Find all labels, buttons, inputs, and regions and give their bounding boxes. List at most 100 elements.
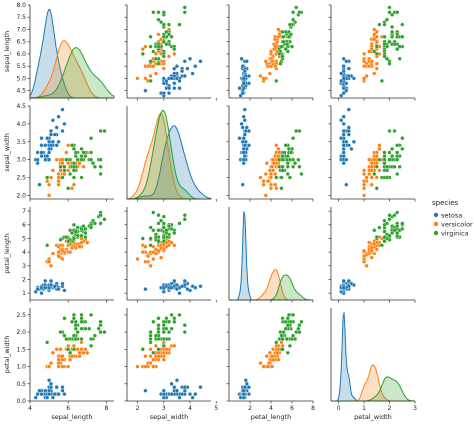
point-virginica [73, 326, 78, 331]
x-tick-label: 5 [214, 405, 218, 412]
legend-label-setosa: setosa [441, 212, 462, 220]
point-setosa [43, 285, 48, 290]
point-virginica [280, 168, 285, 173]
point-virginica [66, 347, 71, 352]
point-setosa [341, 128, 346, 134]
point-versicolor [151, 250, 156, 255]
panel-sepal_length-vs-sepal_length: 4.5 5.0 5.5 6.0 6.5 7.0 7.5 8.0 sepal_length [3, 2, 115, 101]
point-versicolor [66, 364, 71, 369]
point-versicolor [267, 350, 272, 355]
point-versicolor [45, 179, 50, 184]
point-virginica [387, 157, 392, 162]
point-virginica [172, 316, 177, 321]
point-setosa [164, 78, 169, 83]
point-versicolor [145, 254, 151, 259]
point-versicolor [54, 157, 59, 162]
point-virginica [148, 330, 153, 335]
point-setosa [174, 76, 179, 81]
point-virginica [73, 154, 78, 159]
point-versicolor [85, 240, 90, 245]
point-virginica [98, 128, 103, 134]
point-versicolor [270, 59, 275, 64]
point-setosa [177, 395, 182, 400]
point-versicolor [369, 248, 374, 253]
point-setosa [174, 282, 179, 288]
point-setosa [182, 385, 187, 390]
point-virginica [71, 164, 76, 169]
point-virginica [151, 228, 156, 233]
point-virginica [382, 154, 387, 159]
point-virginica [62, 164, 67, 169]
panel-sepal_length-vs-sepal_width [124, 4, 217, 101]
point-virginica [89, 157, 94, 162]
point-versicolor [47, 182, 52, 187]
point-virginica [400, 226, 405, 231]
point-versicolor [362, 248, 367, 253]
panel-petal_length-vs-sepal_width [124, 207, 217, 303]
point-setosa [172, 278, 177, 283]
point-versicolor [369, 255, 374, 260]
point-versicolor [71, 182, 76, 187]
point-virginica [83, 326, 88, 331]
point-virginica [92, 164, 97, 169]
point-versicolor [75, 347, 80, 352]
point-setosa [244, 125, 249, 130]
point-versicolor [68, 357, 73, 362]
point-virginica [296, 157, 301, 162]
point-setosa [52, 132, 57, 137]
point-setosa [241, 161, 246, 166]
point-virginica [161, 34, 166, 39]
point-virginica [182, 5, 187, 10]
point-virginica [291, 312, 296, 317]
point-versicolor [276, 154, 281, 159]
point-versicolor [275, 350, 280, 355]
panel-sepal_length-vs-petal_width [328, 4, 416, 101]
point-virginica [79, 319, 84, 324]
x-tick-label: 3 [162, 405, 166, 412]
point-versicolor [153, 71, 158, 76]
point-virginica [287, 22, 292, 27]
point-virginica [64, 235, 69, 240]
y-tick-label: 1.5 [16, 346, 26, 353]
point-setosa [172, 86, 177, 91]
point-versicolor [270, 354, 275, 359]
point-virginica [140, 347, 145, 352]
point-versicolor [374, 39, 379, 44]
point-versicolor [156, 354, 161, 359]
point-virginica [390, 12, 395, 17]
point-setosa [346, 73, 351, 79]
point-virginica [69, 230, 75, 236]
point-setosa [190, 71, 195, 76]
point-versicolor [274, 186, 279, 191]
point-virginica [280, 157, 285, 162]
point-setosa [43, 278, 48, 283]
point-virginica [374, 164, 379, 169]
point-setosa [143, 388, 148, 393]
point-versicolor [362, 193, 367, 198]
point-versicolor [374, 175, 379, 180]
point-versicolor [79, 347, 84, 352]
point-setosa [349, 146, 354, 151]
panel-petal_length-vs-petal_width [328, 207, 416, 303]
y-axis-label-sepal_width: sepal_width [3, 133, 11, 171]
point-setosa [341, 56, 346, 61]
point-virginica [96, 326, 101, 331]
point-versicolor [47, 259, 52, 264]
point-setosa [351, 139, 356, 144]
point-setosa [60, 388, 65, 393]
point-virginica [291, 17, 296, 22]
point-versicolor [374, 34, 379, 39]
point-versicolor [56, 179, 61, 184]
point-virginica [382, 218, 387, 223]
point-versicolor [369, 59, 374, 64]
point-versicolor [164, 347, 169, 352]
x-tick-label: 2 [388, 405, 392, 412]
point-setosa [243, 128, 248, 134]
point-versicolor [172, 243, 177, 248]
point-virginica [285, 164, 290, 169]
point-virginica [98, 319, 103, 324]
point-setosa [43, 143, 48, 148]
point-setosa [182, 278, 187, 283]
point-virginica [98, 157, 103, 162]
point-virginica [390, 24, 395, 30]
